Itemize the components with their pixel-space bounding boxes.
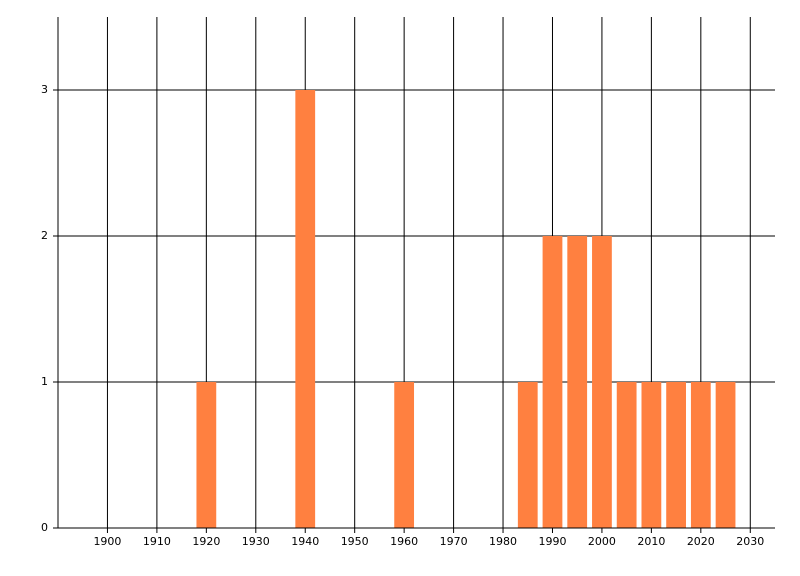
x-tick-label: 1930 (242, 535, 270, 548)
x-tick-label: 2000 (588, 535, 616, 548)
bar (715, 382, 736, 528)
x-tick-label: 1920 (192, 535, 220, 548)
x-tick-label: 1960 (390, 535, 418, 548)
y-tick-label: 2 (41, 229, 48, 242)
bar (592, 236, 612, 528)
bar (666, 382, 686, 528)
x-tick-label: 2030 (736, 535, 764, 548)
x-tick-label: 1910 (143, 535, 171, 548)
x-tick-label: 1900 (93, 535, 121, 548)
bar (517, 382, 538, 528)
bar (690, 382, 711, 528)
x-tick-label: 1990 (538, 535, 566, 548)
bar (196, 382, 217, 528)
x-tick-label: 1970 (440, 535, 468, 548)
x-tick-label: 2020 (687, 535, 715, 548)
bar (394, 382, 415, 528)
bar (542, 236, 563, 528)
x-tick-label: 2010 (637, 535, 665, 548)
x-tick-label: 1940 (291, 535, 319, 548)
bar (641, 382, 662, 528)
y-tick-label: 3 (41, 83, 48, 96)
x-tick-label: 1980 (489, 535, 517, 548)
bar (567, 236, 588, 528)
bar (295, 90, 316, 528)
x-tick-label: 1950 (341, 535, 369, 548)
y-tick-label: 1 (41, 375, 48, 388)
y-tick-label: 0 (41, 521, 48, 534)
bar (616, 382, 637, 528)
